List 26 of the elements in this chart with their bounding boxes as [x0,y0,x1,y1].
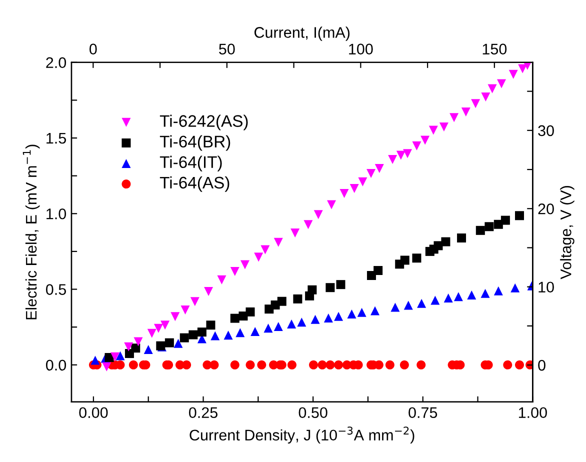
x2-axis-title: Current, I(mA) [254,26,350,41]
y2-tick-label: 30 [538,125,554,136]
x-tick-label: 0.25 [188,407,218,418]
legend-label: Ti-64(BR) [160,135,230,151]
legend-label: Ti-64(IT) [160,156,222,172]
y-tick-label: 2.0 [46,57,66,68]
x2-tick-label: 150 [482,44,507,54]
x-axis-title: Current Density, J (10$^{−3}$A mm$^{−2}$) [190,426,414,444]
y-tick-label: 0.5 [46,284,66,295]
x-tick-label: 0.00 [79,407,108,418]
legend-label: Ti-64(AS) [160,176,230,192]
x-tick-label: 1.00 [518,407,547,418]
x-tick-label: 0.75 [408,407,438,418]
y-axis-title: Electric Field, E (mV m$^{−1}$) [22,144,40,320]
x2-tick-label: 100 [349,44,373,54]
legend-label: Ti-6242(AS) [160,114,248,130]
y-tick-label: 0.0 [46,360,66,371]
y2-tick-label: 10 [538,282,554,293]
y-tick-label: 1.5 [46,133,66,144]
y2-tick-label: 20 [538,203,554,214]
x-tick-label: 0.50 [298,407,328,418]
y2-tick-label: 0 [538,360,546,371]
y-tick-label: 1.0 [46,208,66,220]
x2-tick-label: 0 [90,44,97,54]
x2-tick-label: 50 [219,44,235,54]
y2-axis-title: Voltage, V (V) [560,186,574,280]
